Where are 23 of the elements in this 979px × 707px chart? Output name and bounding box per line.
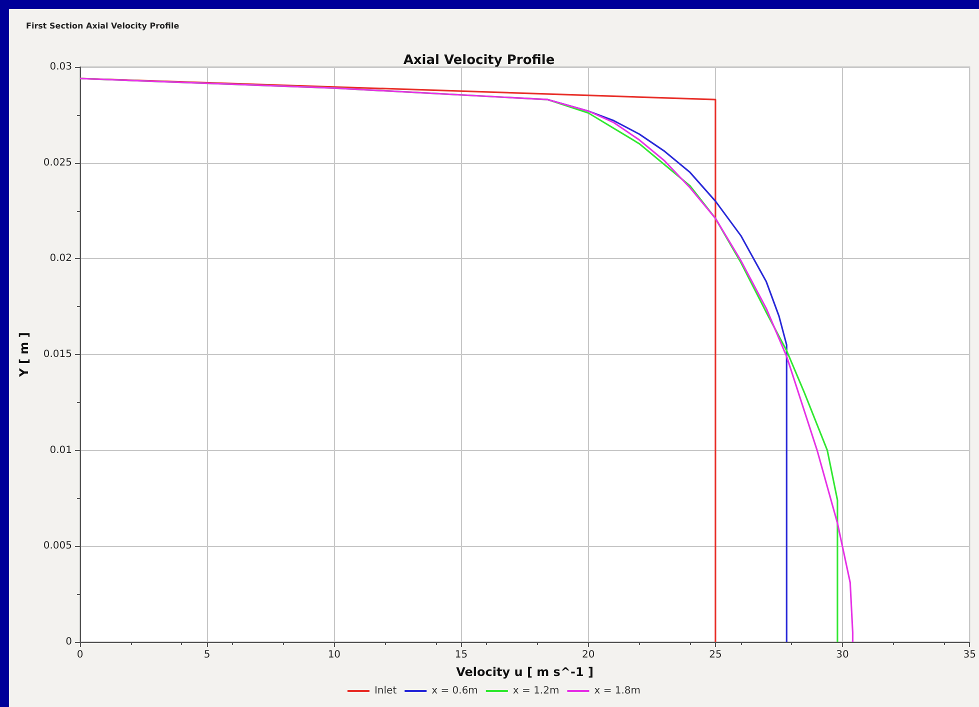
- y-tick-label: 0.025: [43, 157, 72, 168]
- legend-label: x = 1.2m: [512, 686, 560, 696]
- y-tick-label: 0.02: [50, 253, 72, 264]
- x-tick-label: 5: [204, 650, 210, 660]
- legend-label: Inlet: [374, 686, 397, 696]
- y-tick-label: 0.005: [43, 540, 72, 552]
- y-tick-label: 0.03: [50, 62, 72, 72]
- legend-label: x = 1.8m: [594, 686, 641, 696]
- x-tick-label: 20: [582, 650, 595, 660]
- chart-title: Axial Velocity Profile: [403, 53, 555, 68]
- x-tick-label: 10: [328, 650, 341, 660]
- y-axis-title: Y [ m ]: [17, 332, 31, 378]
- x-tick-label: 15: [454, 650, 468, 660]
- x-tick-label: 25: [709, 650, 722, 660]
- legend-label: x = 0.6m: [432, 686, 478, 696]
- x-axis-title: Velocity u [ m s^-1 ]: [456, 665, 594, 679]
- chart-subtitle: First Section Axial Velocity Profile: [26, 22, 180, 30]
- y-tick-label: 0: [66, 636, 72, 648]
- y-tick-label: 0.015: [43, 349, 72, 360]
- y-tick-label: 0.01: [50, 444, 72, 456]
- x-tick-label: 35: [963, 650, 976, 660]
- x-tick-label: 0: [76, 650, 84, 660]
- x-tick-label: 30: [836, 650, 849, 660]
